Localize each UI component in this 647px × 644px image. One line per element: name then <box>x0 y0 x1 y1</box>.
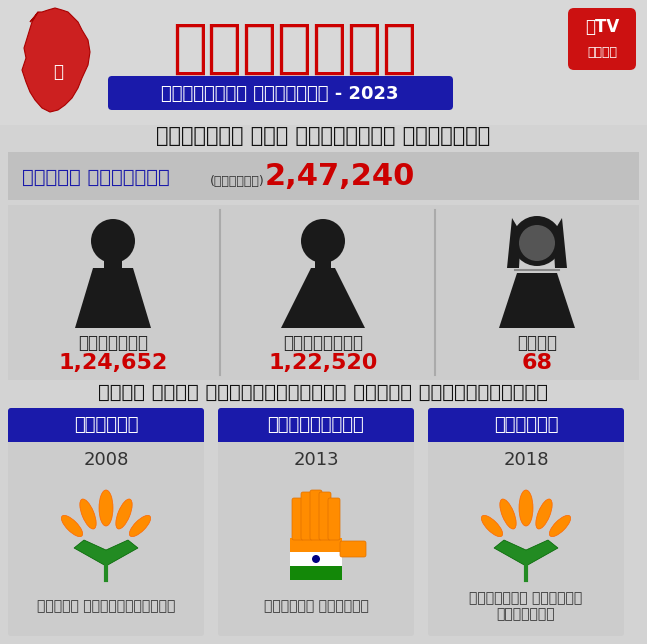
FancyBboxPatch shape <box>218 408 414 636</box>
FancyBboxPatch shape <box>292 498 304 540</box>
Circle shape <box>91 219 135 263</box>
Circle shape <box>312 555 320 563</box>
Polygon shape <box>553 218 567 268</box>
Bar <box>8 152 639 200</box>
Text: ಬಿಜಿಪಿ: ಬಿಜಿಪಿ <box>74 416 138 434</box>
Text: 68: 68 <box>521 353 553 373</box>
Ellipse shape <box>61 515 83 536</box>
Bar <box>0 0 647 125</box>
Text: ಬಿಜಿಪಿ: ಬಿಜಿಪಿ <box>494 416 558 434</box>
Text: 2013: 2013 <box>293 451 339 469</box>
Ellipse shape <box>116 499 132 529</box>
Polygon shape <box>74 540 138 566</box>
Text: ವಿಜಯಪುರ ನಗರ ವಿಧಾನಸಭಾ ಕ್ಷೇತ್ರ: ವಿಜಯಪುರ ನಗರ ವಿಧಾನಸಭಾ ಕ್ಷೇತ್ರ <box>156 126 490 146</box>
FancyBboxPatch shape <box>428 408 624 442</box>
FancyBboxPatch shape <box>568 8 636 70</box>
Polygon shape <box>22 8 90 112</box>
Text: ಈTV: ಈTV <box>585 18 619 36</box>
Polygon shape <box>499 273 575 328</box>
Text: ಬಸನಗಜ಼ಡ ಪಾಟೀಲ್
ಯತ್ನಾಳ್: ಬಸನಗಜ಼ಡ ಪಾಟೀಲ್ ಯತ್ನಾಳ್ <box>469 591 583 621</box>
Bar <box>290 566 342 580</box>
Bar <box>8 205 639 380</box>
FancyBboxPatch shape <box>8 408 204 442</box>
Polygon shape <box>281 268 365 328</box>
Bar <box>290 538 342 552</box>
Text: ಅಪ್ಪು ಪಟ್ಟಣಶೆಟ್ಟಿ: ಅಪ್ಪು ಪಟ್ಟಣಶೆಟ್ಟಿ <box>37 599 175 613</box>
Ellipse shape <box>129 515 151 536</box>
Bar <box>218 425 414 442</box>
Ellipse shape <box>500 499 516 529</box>
Polygon shape <box>507 218 521 268</box>
Text: ಕಾಂಗ್ರೆಸ್: ಕಾಂಗ್ರೆಸ್ <box>268 416 364 434</box>
Text: 2008: 2008 <box>83 451 129 469</box>
Polygon shape <box>75 268 151 328</box>
FancyBboxPatch shape <box>218 408 414 442</box>
FancyBboxPatch shape <box>8 408 204 636</box>
Text: (ಅಂದಾಜು): (ಅಂದಾಜು) <box>210 175 265 187</box>
Text: 1,22,520: 1,22,520 <box>269 353 378 373</box>
Text: ✋: ✋ <box>53 63 63 81</box>
Text: ಮಕಬುಲ್ ಬಾಗವಾನ: ಮಕಬುಲ್ ಬಾಗವಾನ <box>263 599 368 613</box>
Ellipse shape <box>99 490 113 526</box>
Text: ಭಾರತ: ಭಾರತ <box>587 46 617 59</box>
Circle shape <box>519 225 555 261</box>
Ellipse shape <box>519 490 533 526</box>
FancyBboxPatch shape <box>428 408 624 636</box>
Circle shape <box>512 216 562 266</box>
FancyBboxPatch shape <box>319 492 331 540</box>
Ellipse shape <box>549 515 571 536</box>
Bar <box>315 261 331 271</box>
Text: 2018: 2018 <box>503 451 549 469</box>
FancyBboxPatch shape <box>340 541 366 557</box>
FancyBboxPatch shape <box>108 76 453 110</box>
FancyBboxPatch shape <box>301 492 313 540</box>
Polygon shape <box>494 540 558 566</box>
Text: ಪುರುಷರು: ಪುರುಷರು <box>78 334 148 352</box>
Bar <box>290 552 342 566</box>
Text: ಮಹಿಳೆಯರು: ಮಹಿಳೆಯರು <box>283 334 363 352</box>
Bar <box>428 425 624 442</box>
Text: ಕಳೆದ ಮೂರು ಚುನಾವಣೆಯಲ್ಲಿ ಗೆದ್ದ ಅಭ್ಯರ್ಥಿಗಳು: ಕಳೆದ ಮೂರು ಚುನಾವಣೆಯಲ್ಲಿ ಗೆದ್ದ ಅಭ್ಯರ್ಥಿಗಳು <box>98 383 548 401</box>
Ellipse shape <box>536 499 552 529</box>
Bar <box>8 425 204 442</box>
Text: ವಿಧಾನಸಭೆ ಚುನಾವಣೆ - 2023: ವಿಧಾನಸಭೆ ಚುನಾವಣೆ - 2023 <box>161 85 399 103</box>
Ellipse shape <box>481 515 503 536</box>
Circle shape <box>301 219 345 263</box>
FancyBboxPatch shape <box>328 498 340 540</box>
Text: ಒಟ್ಟು ಮತದಾರರು: ಒಟ್ಟು ಮತದಾರರು <box>22 167 170 187</box>
Text: 1,24,652: 1,24,652 <box>58 353 168 373</box>
FancyBboxPatch shape <box>310 490 322 540</box>
Text: 2,47,240: 2,47,240 <box>265 162 415 191</box>
Text: ಇತರೆ: ಇತರೆ <box>517 334 557 352</box>
Bar <box>104 261 122 273</box>
Text: ಕರ್ನಾಟಕ: ಕರ್ನಾಟಕ <box>173 19 417 77</box>
Ellipse shape <box>80 499 96 529</box>
